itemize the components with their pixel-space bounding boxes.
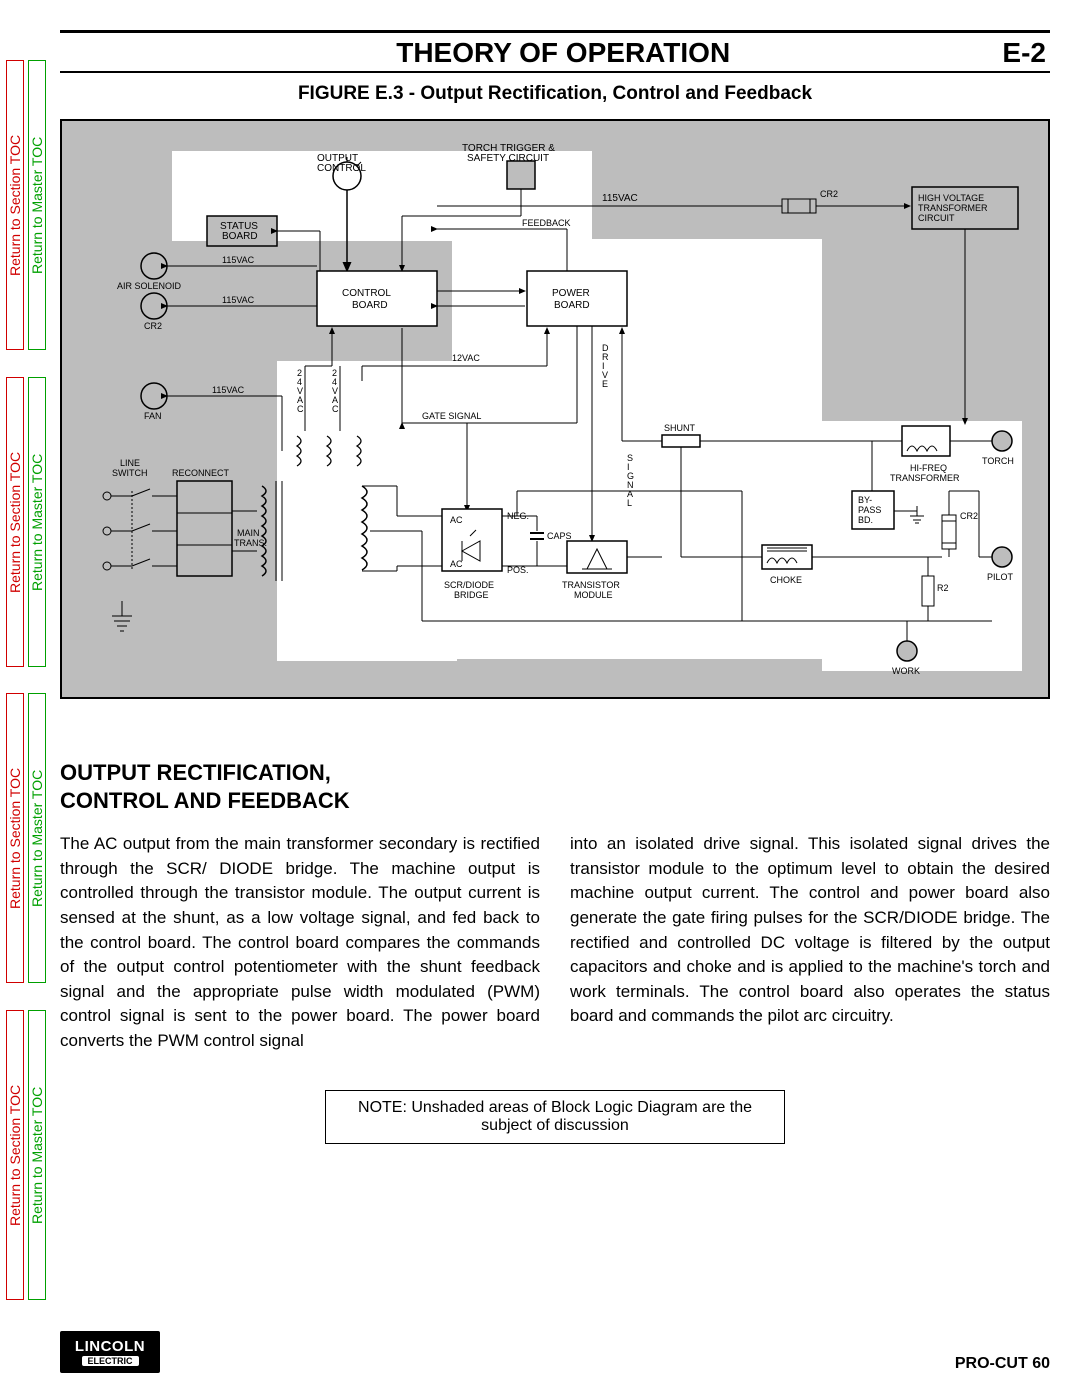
label-power-board: POWERBOARD	[552, 288, 590, 311]
label-r2: R2	[937, 583, 949, 593]
block-diagram: OUTPUTCONTROL TORCH TRIGGER &SAFETY CIRC…	[60, 119, 1050, 699]
page-code: E-2	[1002, 37, 1046, 69]
label-12vac: 12VAC	[452, 353, 480, 363]
label-status-board: STATUSBOARD	[220, 221, 258, 242]
label-cr2: CR2	[960, 511, 978, 521]
label-fan: FAN	[144, 411, 162, 421]
label-cr2: CR2	[820, 189, 838, 199]
model-name: PRO-CUT 60	[955, 1355, 1050, 1373]
label-115vac: 115VAC	[222, 295, 255, 305]
page-content: THEORY OF OPERATION E-2 FIGURE E.3 - Out…	[60, 30, 1050, 1144]
label-115vac: 115VAC	[222, 255, 255, 265]
page-footer: LINCOLN ELECTRIC PRO-CUT 60	[60, 1331, 1050, 1373]
label-reconnect: RECONNECT	[172, 468, 230, 478]
label-ac: AC	[450, 515, 463, 525]
figure-caption: FIGURE E.3 - Output Rectification, Contr…	[60, 83, 1050, 105]
label-shunt: SHUNT	[664, 423, 696, 433]
label-ac: AC	[450, 559, 463, 569]
label-115vac: 115VAC	[212, 385, 245, 395]
page-title: THEORY OF OPERATION	[124, 37, 1002, 69]
return-master-toc-link[interactable]: Return to Master TOC	[28, 377, 46, 667]
label-air-solenoid: AIR SOLENOID	[117, 281, 182, 291]
return-section-toc-link[interactable]: Return to Section TOC	[6, 377, 24, 667]
body-col-1: The AC output from the main transformer …	[60, 832, 540, 1054]
label-work: WORK	[892, 666, 920, 676]
side-nav-tabs: Return to Section TOC Return to Section …	[6, 60, 46, 1300]
return-master-toc-link[interactable]: Return to Master TOC	[28, 1010, 46, 1300]
label-feedback: FEEDBACK	[522, 218, 571, 228]
brand-logo: LINCOLN ELECTRIC	[60, 1331, 160, 1373]
return-section-toc-link[interactable]: Return to Section TOC	[6, 60, 24, 350]
return-master-toc-link[interactable]: Return to Master TOC	[28, 60, 46, 350]
return-section-toc-link[interactable]: Return to Section TOC	[6, 693, 24, 983]
label-torch-trigger: TORCH TRIGGER &SAFETY CIRCUIT	[462, 143, 555, 164]
label-pilot: PILOT	[987, 572, 1014, 582]
label-torch: TORCH	[982, 456, 1014, 466]
label-115vac: 115VAC	[602, 193, 638, 204]
label-gate-signal: GATE SIGNAL	[422, 411, 481, 421]
label-main-trans: MAINTRANS.	[234, 528, 267, 548]
section-heading: OUTPUT RECTIFICATION, CONTROL AND FEEDBA…	[60, 759, 1050, 814]
body-text: The AC output from the main transformer …	[60, 832, 1050, 1054]
label-cr2: CR2	[144, 321, 162, 331]
label-line-switch: LINESWITCH	[112, 458, 148, 478]
note-box: NOTE: Unshaded areas of Block Logic Diag…	[325, 1090, 785, 1144]
body-col-2: into an isolated drive signal. This isol…	[570, 832, 1050, 1054]
label-choke: CHOKE	[770, 575, 802, 585]
return-section-toc-link[interactable]: Return to Section TOC	[6, 1010, 24, 1300]
return-master-toc-link[interactable]: Return to Master TOC	[28, 693, 46, 983]
label-caps: CAPS	[547, 531, 572, 541]
